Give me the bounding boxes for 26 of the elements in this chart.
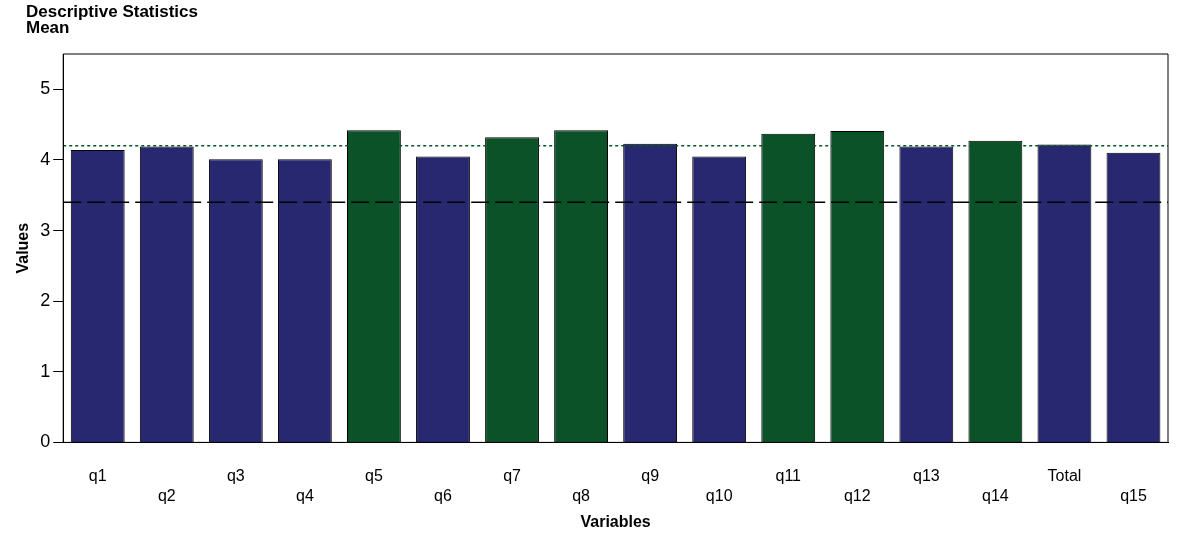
x-tick-label: q5 [365, 467, 383, 485]
x-tick-label: q9 [641, 467, 660, 485]
x-tick-label: q1 [88, 467, 107, 485]
x-tick-label: q3 [226, 467, 245, 485]
y-tick-label: 2 [40, 290, 51, 311]
x-tick-label: q12 [843, 486, 871, 504]
chart-subtitle: Mean [26, 18, 70, 37]
y-tick-label: 5 [40, 78, 51, 99]
x-tick-label: q8 [572, 486, 591, 504]
x-tick-label: q6 [434, 486, 452, 504]
y-axis-title: Values [14, 222, 32, 274]
x-tick-label: q14 [982, 486, 1009, 504]
x-tick-label: q2 [157, 486, 176, 504]
x-tick-label: Total [1047, 467, 1082, 485]
y-tick-label: 1 [40, 360, 51, 381]
x-tick-label: q10 [705, 486, 733, 504]
x-tick-label: q7 [503, 467, 522, 485]
x-axis-title: Variables [580, 512, 651, 530]
y-tick-label: 0 [40, 431, 51, 452]
y-tick-label: 3 [40, 219, 51, 240]
x-tick-label: q13 [912, 467, 940, 485]
x-tick-label: q4 [295, 486, 314, 504]
y-tick-label: 4 [40, 148, 51, 169]
x-tick-label: q15 [1120, 486, 1147, 504]
x-tick-label: q11 [775, 467, 802, 485]
chart-title: Descriptive Statistics [26, 2, 198, 21]
